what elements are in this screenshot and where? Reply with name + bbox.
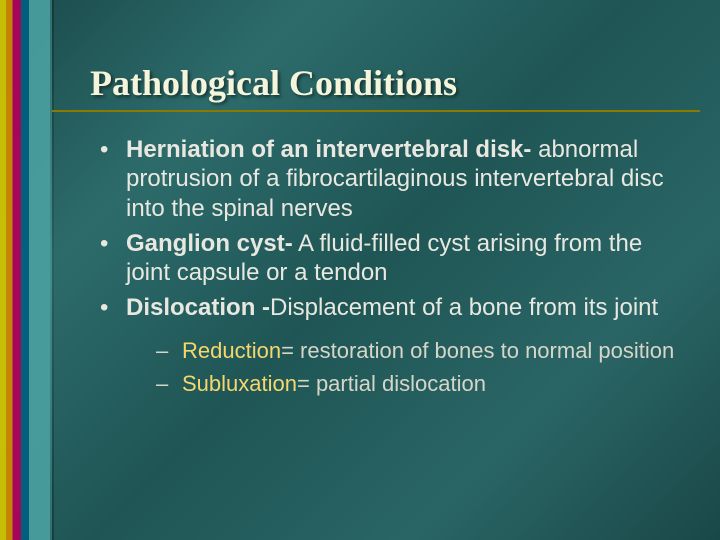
bullet-text: Ganglion cyst- A fluid-filled cyst arisi… bbox=[126, 229, 680, 288]
bullet-marker-icon: • bbox=[100, 293, 126, 322]
slide-title: Pathological Conditions bbox=[90, 62, 457, 104]
sub-bullet-item: – Subluxation= partial dislocation bbox=[156, 370, 680, 398]
dash-marker-icon: – bbox=[156, 337, 182, 365]
sub-bullet-text: Reduction= restoration of bones to norma… bbox=[182, 337, 674, 365]
bullet-item: • Herniation of an intervertebral disk- … bbox=[100, 135, 680, 223]
bullet-term: Dislocation - bbox=[126, 294, 270, 321]
content-area: • Herniation of an intervertebral disk- … bbox=[100, 135, 680, 404]
left-accent-stripes bbox=[0, 0, 52, 540]
bullet-term: Herniation of an intervertebral disk- bbox=[126, 136, 531, 163]
slide-container: Pathological Conditions • Herniation of … bbox=[0, 0, 720, 540]
title-underline bbox=[52, 110, 700, 112]
bullet-text: Dislocation -Displacement of a bone from… bbox=[126, 293, 680, 322]
bullet-marker-icon: • bbox=[100, 229, 126, 258]
sub-def: = partial dislocation bbox=[297, 371, 486, 396]
dash-marker-icon: – bbox=[156, 370, 182, 398]
sub-bullet-list: – Reduction= restoration of bones to nor… bbox=[156, 337, 680, 398]
bullet-text: Herniation of an intervertebral disk- ab… bbox=[126, 135, 680, 223]
bullet-def: Displacement of a bone from its joint bbox=[270, 294, 658, 321]
bullet-term: Ganglion cyst- bbox=[126, 230, 293, 257]
bullet-item: • Dislocation -Displacement of a bone fr… bbox=[100, 293, 680, 322]
sub-bullet-item: – Reduction= restoration of bones to nor… bbox=[156, 337, 680, 365]
bullet-marker-icon: • bbox=[100, 135, 126, 164]
bullet-item: • Ganglion cyst- A fluid-filled cyst ari… bbox=[100, 229, 680, 288]
sub-bullet-text: Subluxation= partial dislocation bbox=[182, 370, 486, 398]
sub-term: Reduction bbox=[182, 338, 281, 363]
sub-term: Subluxation bbox=[182, 371, 297, 396]
sub-def: = restoration of bones to normal positio… bbox=[281, 338, 674, 363]
